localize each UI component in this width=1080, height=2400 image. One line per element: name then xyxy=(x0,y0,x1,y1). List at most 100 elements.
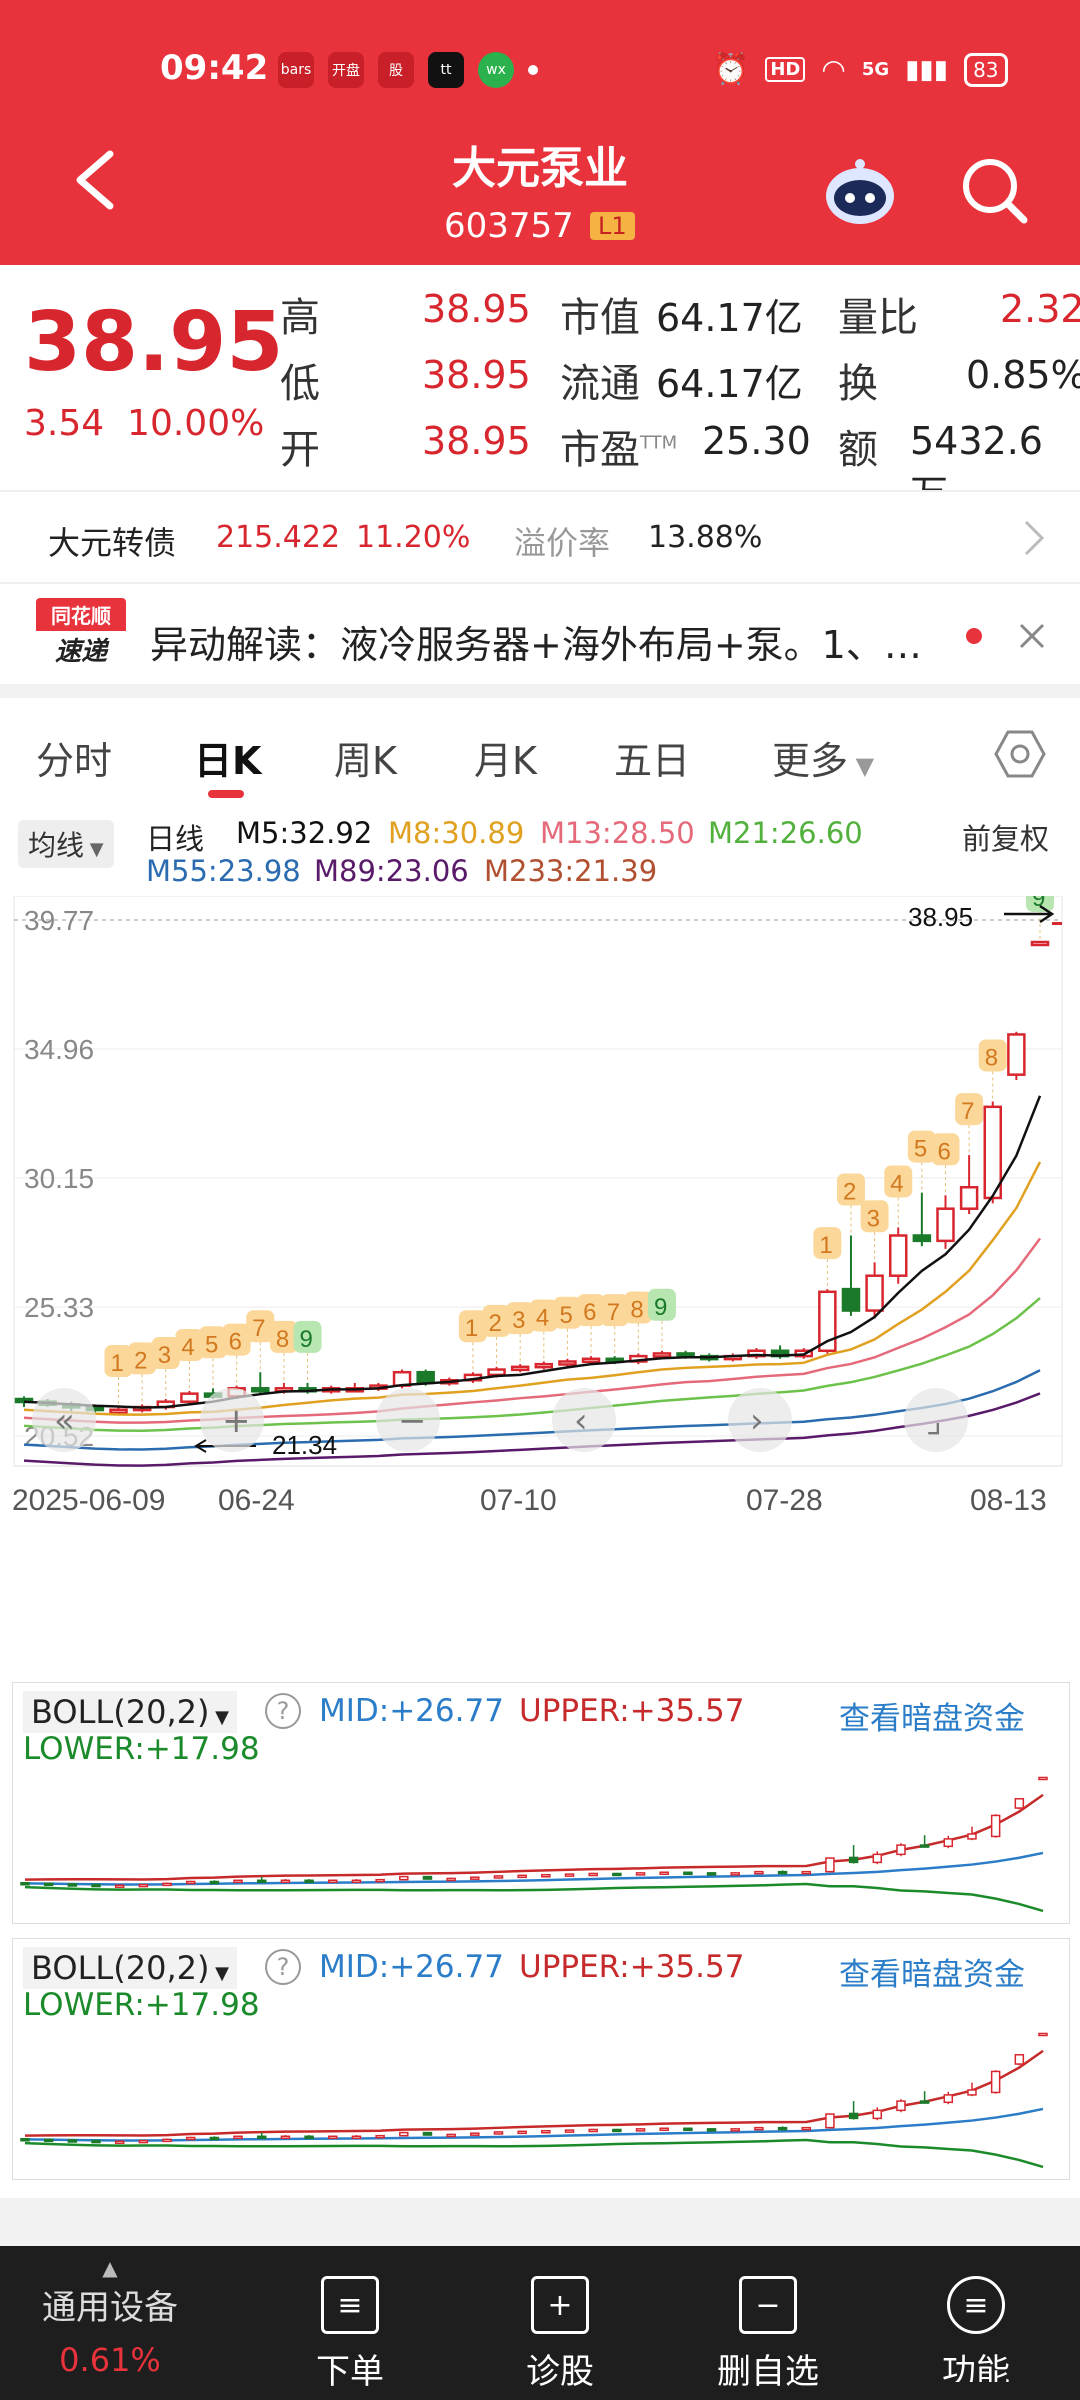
chart-control-button[interactable] xyxy=(552,1388,616,1452)
boll-candle-body xyxy=(990,1814,1001,1838)
tab-daily-k[interactable]: 日K xyxy=(194,739,262,783)
ma5-value: M5:32.92 xyxy=(236,816,373,850)
boll-selector[interactable]: BOLL(20,2) ▼ xyxy=(23,1947,238,1989)
boll-candle-body xyxy=(233,1879,243,1884)
boll-lower: LOWER:+17.98 xyxy=(23,1987,260,2023)
boll-candle-body xyxy=(162,1882,172,1887)
boll-candle-body xyxy=(304,2135,314,2140)
boll-candle-body xyxy=(20,1881,30,1886)
boll-candle-body xyxy=(446,1877,456,1882)
chart-control-icon: ⌟ xyxy=(926,1401,942,1441)
y-tick-label: 25.33 xyxy=(24,1292,94,1323)
dot-icon xyxy=(528,65,538,75)
float-value: 64.17亿 xyxy=(656,362,803,406)
close-icon[interactable] xyxy=(1018,622,1046,650)
search-icon[interactable] xyxy=(960,156,1030,226)
convertible-bond-row[interactable]: 大元转债 215.422 11.20% 溢价率 13.88% xyxy=(0,490,1080,584)
nav-order[interactable]: ≡ 下单 xyxy=(280,2276,420,2393)
boll-candle-body xyxy=(967,1833,977,1840)
boll-candle-body xyxy=(446,2133,456,2138)
turnover-value: 0.85% xyxy=(966,353,1080,397)
chart-control-button[interactable] xyxy=(728,1388,792,1452)
caret-up-icon: ▲ xyxy=(102,2256,118,2280)
boll-candle-body xyxy=(635,2128,646,2132)
help-icon[interactable]: ? xyxy=(265,1693,301,1729)
pe-ttm-sup: TTM xyxy=(640,432,678,454)
ma-selector[interactable]: 均线 ▼ xyxy=(18,820,114,868)
stock-name: 大元泵业 xyxy=(452,143,628,194)
tab-monthly-k[interactable]: 月K xyxy=(474,739,537,783)
news-text: 异动解读：液冷服务器+海外布局+泵。1、… xyxy=(150,623,922,667)
boll-candle-body xyxy=(967,2089,977,2096)
boll-candle-body xyxy=(777,1870,788,1875)
candle-body xyxy=(180,1392,199,1403)
chart-control-button[interactable] xyxy=(376,1388,440,1452)
boll-candle-body xyxy=(375,1878,385,1883)
tab-intraday[interactable]: 分时 xyxy=(36,739,113,783)
boll-candle-body xyxy=(256,2135,267,2140)
change-percent: 10.00% xyxy=(127,403,265,444)
td-badge xyxy=(1026,896,1054,912)
tab-more[interactable]: 更多 ▼ xyxy=(772,730,874,785)
td-badge-label: 5 xyxy=(205,1331,218,1358)
status-app-icons: bars 开盘 股 tt wx xyxy=(278,52,538,88)
boll-candle-body xyxy=(470,1876,480,1880)
td-badge-label: 7 xyxy=(252,1315,265,1342)
boll-candle-body xyxy=(1014,1798,1025,1809)
boll-name: BOLL(20,2) xyxy=(31,1949,210,1987)
ma21-line xyxy=(23,1297,1041,1432)
boll-candle-body xyxy=(328,1879,338,1884)
td-badge xyxy=(577,1294,606,1327)
td-badge xyxy=(458,1310,487,1343)
chart-control-button[interactable] xyxy=(904,1388,968,1452)
boll-candle-body xyxy=(185,1880,196,1885)
float-label: 流通 xyxy=(560,361,640,407)
chart-control-button[interactable] xyxy=(32,1388,96,1452)
news-ticker[interactable]: 同花顺 速递 异动解读：液冷服务器+海外布局+泵。1、… xyxy=(0,582,1080,684)
nav-remove-label: 删自选 xyxy=(717,2352,819,2392)
tonghuashun-logo: 同花顺 速递 xyxy=(36,598,126,672)
boll-candle-body xyxy=(896,2100,906,2112)
sector-indicator[interactable]: ▲ 通用设备 0.61% xyxy=(30,2256,190,2379)
boll-upper: UPPER:+35.57 xyxy=(519,1693,745,1729)
chart-control-button[interactable] xyxy=(200,1388,264,1452)
boll-candle-body xyxy=(659,1871,669,1876)
boll-candle-body xyxy=(683,1871,693,1876)
boll-candle-body xyxy=(541,2129,551,2134)
kline-chart[interactable]: 39.7734.9630.1525.3320.522025-06-0906-24… xyxy=(0,896,1080,1516)
cb-pct: 11.20% xyxy=(356,520,471,555)
boll-lower: LOWER:+17.98 xyxy=(23,1731,260,1767)
td-badge-label: 2 xyxy=(489,1310,502,1337)
robot-assistant-icon[interactable] xyxy=(820,152,900,232)
td-badge xyxy=(222,1323,251,1356)
boll-candle-body xyxy=(399,2131,409,2137)
chevron-right-icon xyxy=(1024,520,1045,556)
nav-functions[interactable]: ≡ 功能 xyxy=(906,2276,1046,2382)
nav-diagnose[interactable]: + 诊股 xyxy=(490,2276,630,2393)
kline-panel: 均线 ▼ 日线 M5:32.92 M8:30.89 M13:28.50 M21:… xyxy=(0,802,1080,2198)
nav-remove-watch[interactable]: − 删自选 xyxy=(698,2276,838,2393)
dark-pool-link[interactable]: 查看暗盘资金 xyxy=(839,1701,1025,1737)
adjust-mode[interactable]: 前复权 xyxy=(962,822,1050,856)
boll-candle-body xyxy=(328,2135,338,2140)
td-badge-label: 7 xyxy=(961,1098,974,1125)
open-value: 38.95 xyxy=(422,419,531,463)
candle-body xyxy=(534,1362,554,1369)
dark-pool-link[interactable]: 查看暗盘资金 xyxy=(839,1957,1025,1993)
chart-control-icon: + xyxy=(222,1401,251,1441)
boll-candle-body xyxy=(825,2113,835,2129)
candle-body xyxy=(1007,1033,1026,1076)
boll-selector[interactable]: BOLL(20,2) ▼ xyxy=(23,1691,238,1733)
boll-candle-body xyxy=(114,1884,125,1888)
ma8-value: M8:30.89 xyxy=(388,816,525,850)
tab-weekly-k[interactable]: 周K xyxy=(334,739,397,783)
settings-hex-icon[interactable] xyxy=(994,728,1046,780)
help-icon[interactable]: ? xyxy=(265,1949,301,1985)
boll-candle-body xyxy=(1038,2032,1048,2037)
boll-candle-body xyxy=(280,2135,291,2140)
boll-upper-line xyxy=(24,1793,1044,1881)
back-icon[interactable] xyxy=(70,150,120,210)
diagnose-icon: + xyxy=(531,2276,589,2334)
tab-five-day[interactable]: 五日 xyxy=(614,739,691,783)
boll-candle-body xyxy=(943,1838,954,1848)
